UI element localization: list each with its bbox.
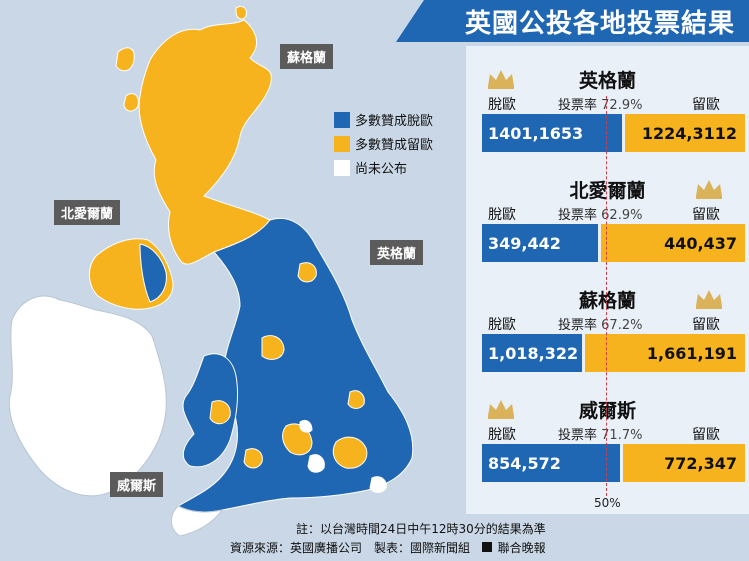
map-label-northern-ireland: 北愛爾蘭: [54, 200, 121, 225]
leave-label: 脫歐: [488, 207, 516, 223]
turnout-value: 71.7%: [601, 428, 643, 443]
remain-bar: 1,661,191: [585, 334, 745, 372]
page-title: 英國公投各地投票結果: [396, 0, 749, 42]
region-section: 英格蘭脫歐 投票率 72.9% 留歐: [466, 66, 749, 170]
undeclared-southwest: [171, 505, 224, 537]
turnout-label: 投票率: [558, 428, 598, 443]
leave-label: 脫歐: [488, 317, 516, 333]
remain-label: 留歐: [692, 97, 720, 113]
leave-bar: 1401,1653: [482, 114, 622, 152]
winner-crown-icon: [694, 288, 724, 310]
ireland-landmass: [8, 295, 167, 497]
turnout-text: 投票率 67.2%: [558, 314, 642, 333]
legend-leave-label: 多數贊成脫歐: [355, 114, 434, 129]
region-section: 蘇格蘭脫歐 投票率 67.2% 留歐: [466, 286, 749, 390]
legend-leave-swatch: [334, 111, 350, 128]
winner-crown-icon: [486, 68, 516, 90]
map-label-wales: 威爾斯: [110, 472, 164, 497]
winner-crown-icon: [694, 178, 724, 200]
region-name: 威爾斯: [578, 400, 636, 422]
leave-bar: 854,572: [482, 444, 620, 482]
legend-undeclared: 尚未公布: [334, 158, 407, 177]
turnout-text: 投票率 72.9%: [558, 94, 642, 113]
remain-bar: 772,347: [623, 444, 745, 482]
region-section: 北愛爾蘭脫歐 投票率 62.9% 留歐: [466, 176, 749, 280]
legend-remain: 多數贊成留歐: [334, 134, 433, 153]
undeclared-patch-3: [299, 419, 313, 433]
region-name: 英格蘭: [578, 70, 636, 92]
remain-bar: 440,437: [601, 224, 745, 262]
undeclared-patch-1: [307, 454, 325, 473]
footnote: 註：以台灣時間24日中午12時30分的結果為準: [296, 522, 546, 536]
undeclared-patch-2: [369, 476, 387, 493]
fifty-percent-label: 50%: [594, 496, 621, 510]
publisher-mark: [481, 542, 492, 552]
legend-remain-label: 多數贊成留歐: [355, 138, 434, 153]
turnout-text: 投票率 62.9%: [558, 204, 642, 223]
leave-bar: 349,442: [482, 224, 598, 262]
turnout-label: 投票率: [558, 318, 598, 333]
wales-region: [182, 353, 239, 468]
scotland-islands: [115, 5, 247, 112]
leave-label: 脫歐: [488, 427, 516, 443]
turnout-label: 投票率: [558, 98, 598, 113]
turnout-label: 投票率: [558, 208, 598, 223]
legend-undeclared-swatch: [334, 159, 350, 176]
turnout-value: 62.9%: [601, 208, 643, 223]
remain-patch-bristol: [243, 448, 263, 469]
remain-bar: 1224,3112: [625, 114, 745, 152]
uk-referendum-map: [8, 5, 414, 537]
region-section: 威爾斯脫歐 投票率 71.7% 留歐: [466, 396, 749, 500]
legend-remain-swatch: [334, 135, 350, 152]
turnout-text: 投票率 71.7%: [558, 424, 642, 443]
region-name: 北愛爾蘭: [569, 180, 646, 202]
scotland-region: [138, 19, 272, 265]
legend-undeclared-label: 尚未公布: [355, 162, 408, 177]
map-label-england: 英格蘭: [370, 240, 424, 265]
remain-patch-london: [332, 436, 368, 469]
remain-label: 留歐: [692, 207, 720, 223]
source-line: 資源來源：英國廣播公司 製表：國際新聞組 聯合晚報: [230, 539, 546, 556]
remain-patch-cardiff: [209, 400, 231, 425]
remain-patch-newcastle: [297, 262, 317, 283]
source-text: 資源來源：英國廣播公司 製表：國際新聞組: [230, 541, 471, 555]
remain-patch-manchester: [261, 335, 285, 360]
turnout-value: 67.2%: [601, 318, 643, 333]
northern-ireland-leave-area: [139, 243, 167, 303]
publisher-name: 聯合晚報: [497, 541, 546, 555]
map-label-scotland: 蘇格蘭: [280, 44, 334, 69]
turnout-value: 72.9%: [601, 98, 643, 113]
region-name: 蘇格蘭: [578, 290, 636, 312]
legend-leave: 多數贊成脫歐: [334, 110, 433, 129]
remain-label: 留歐: [692, 427, 720, 443]
leave-label: 脫歐: [488, 97, 516, 113]
leave-bar: 1,018,322: [482, 334, 582, 372]
fifty-percent-line: [606, 96, 607, 496]
remain-label: 留歐: [692, 317, 720, 333]
winner-crown-icon: [486, 398, 516, 420]
remain-patch-cambridge: [347, 390, 365, 409]
